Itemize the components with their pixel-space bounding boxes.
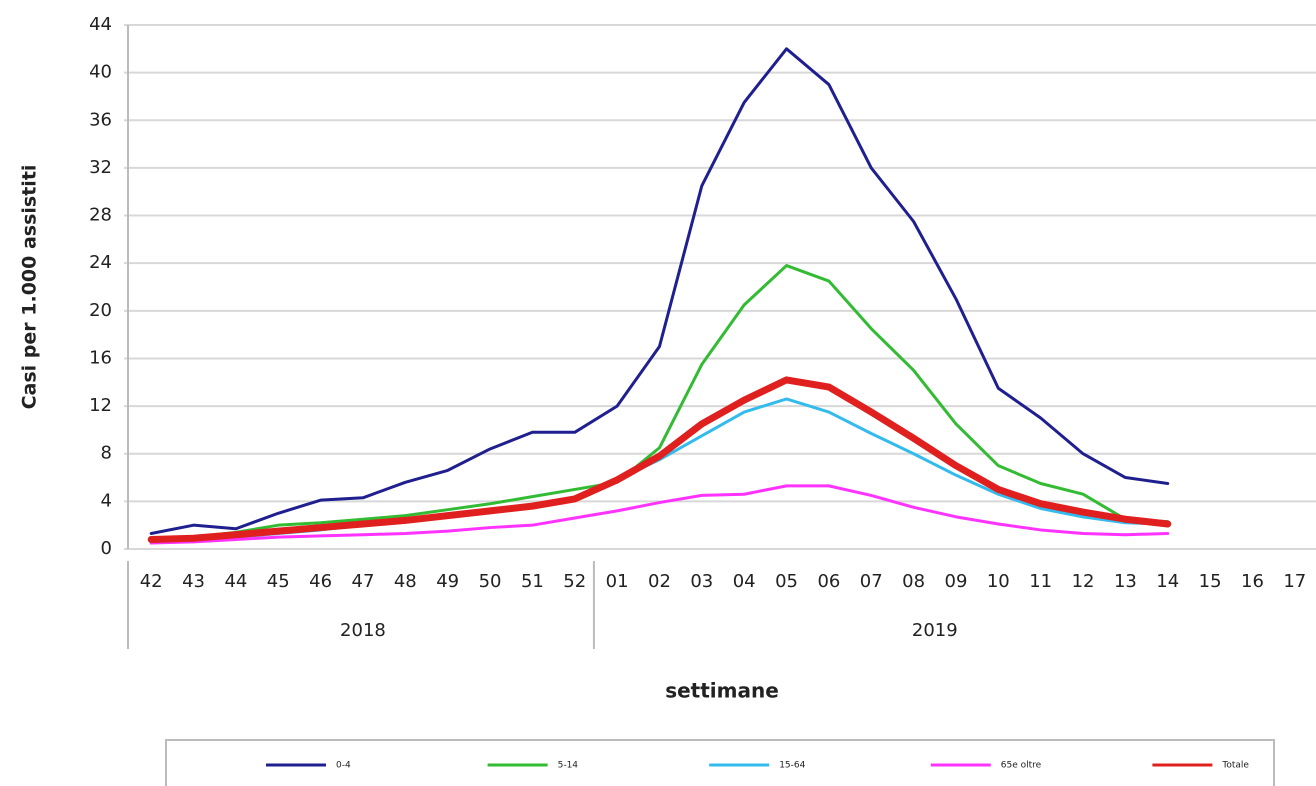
x-tick-label: 05 <box>775 571 798 592</box>
x-tick-label: 47 <box>352 571 375 592</box>
y-tick-label: 0 <box>101 538 112 559</box>
x-tick-label: 16 <box>1241 571 1264 592</box>
legend-label: 0-4 <box>336 761 351 771</box>
x-tick-label: 50 <box>479 571 502 592</box>
chart: 0481216202428323640444243444546474849505… <box>0 0 1316 786</box>
series-line <box>151 380 1168 540</box>
y-tick-label: 12 <box>89 395 112 416</box>
x-tick-label: 12 <box>1072 571 1095 592</box>
x-tick-label: 46 <box>309 571 332 592</box>
x-tick-label: 10 <box>987 571 1010 592</box>
y-axis-title: Casi per 1.000 assistiti <box>19 165 41 410</box>
x-tick-label: 52 <box>563 571 586 592</box>
x-tick-label: 09 <box>945 571 968 592</box>
x-tick-label: 08 <box>902 571 925 592</box>
x-tick-label: 42 <box>140 571 163 592</box>
x-tick-label: 51 <box>521 571 544 592</box>
y-tick-label: 20 <box>89 300 112 321</box>
group-label: 2018 <box>340 620 386 641</box>
y-tick-label: 36 <box>89 109 112 130</box>
legend-label: Totale <box>1221 761 1249 771</box>
legend-label: 5-14 <box>558 761 579 771</box>
y-tick-label: 16 <box>89 347 112 368</box>
x-tick-label: 01 <box>606 571 629 592</box>
x-tick-label: 15 <box>1199 571 1222 592</box>
x-tick-label: 49 <box>436 571 459 592</box>
y-tick-label: 44 <box>89 14 112 35</box>
group-label: 2019 <box>912 620 958 641</box>
x-tick-label: 45 <box>267 571 290 592</box>
x-tick-label: 43 <box>182 571 205 592</box>
x-tick-label: 17 <box>1283 571 1306 592</box>
x-tick-label: 11 <box>1029 571 1052 592</box>
y-tick-label: 8 <box>101 443 112 464</box>
y-tick-label: 32 <box>89 157 112 178</box>
x-tick-label: 48 <box>394 571 417 592</box>
x-tick-label: 44 <box>224 571 247 592</box>
x-axis-title: settimane <box>665 679 779 703</box>
x-tick-label: 03 <box>690 571 713 592</box>
legend-label: 15-64 <box>779 761 805 771</box>
y-tick-label: 24 <box>89 252 112 273</box>
x-tick-label: 13 <box>1114 571 1137 592</box>
x-tick-label: 14 <box>1156 571 1179 592</box>
x-tick-label: 07 <box>860 571 883 592</box>
legend-label: 65e oltre <box>1001 761 1042 771</box>
x-tick-label: 06 <box>817 571 840 592</box>
y-tick-label: 28 <box>89 205 112 226</box>
y-tick-label: 40 <box>89 62 112 83</box>
series-line <box>151 399 1168 542</box>
legend-box <box>166 740 1274 786</box>
x-tick-label: 04 <box>733 571 756 592</box>
y-tick-label: 4 <box>101 490 112 511</box>
x-tick-label: 02 <box>648 571 671 592</box>
